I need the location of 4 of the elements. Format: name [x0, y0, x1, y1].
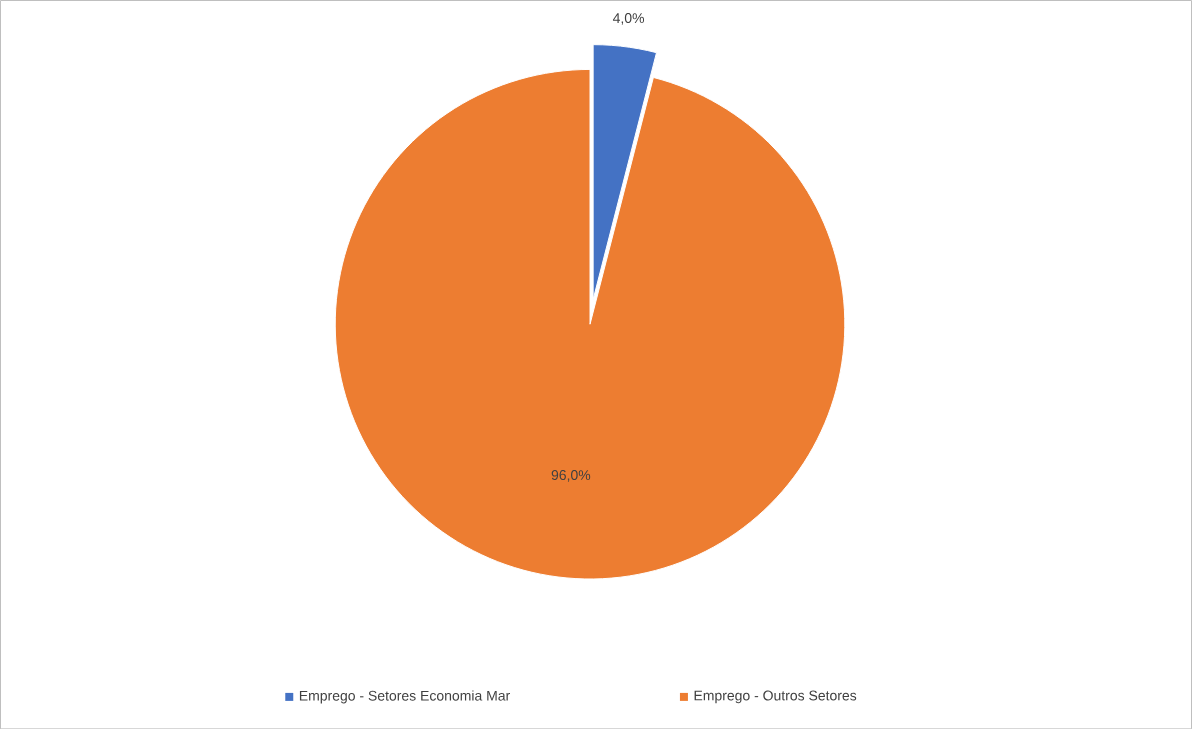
legend-label: Emprego - Setores Economia Mar [299, 690, 510, 704]
data-label: 4,0% [612, 12, 645, 25]
legend-label: Emprego - Outros Setores [694, 690, 857, 704]
data-label: 96,0% [551, 469, 591, 482]
